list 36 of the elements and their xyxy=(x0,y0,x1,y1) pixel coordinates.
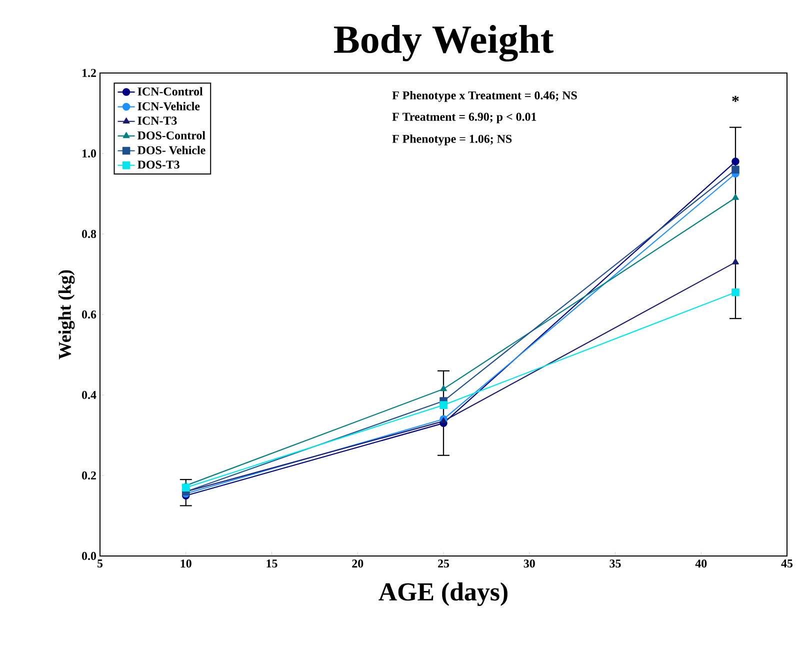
point xyxy=(440,401,448,409)
point xyxy=(732,158,740,166)
point xyxy=(732,166,740,174)
y-tick-label: 0.0 xyxy=(82,552,96,560)
x-tick-label: 20 xyxy=(352,560,364,568)
point xyxy=(182,484,190,492)
annotation: F Phenotype = 1.06; NS xyxy=(392,134,512,146)
x-tick-label: 40 xyxy=(695,560,707,568)
y-tick-label: 0.8 xyxy=(82,230,96,238)
y-tick-label: 0.4 xyxy=(82,390,96,400)
legend-label: DOS-T3 xyxy=(138,160,180,169)
point xyxy=(440,385,447,392)
y-tick-label: 1.0 xyxy=(82,149,96,158)
annotation: F Phenotype x Treatment = 0.46; NS xyxy=(392,91,577,102)
x-tick-label: 45 xyxy=(781,560,793,568)
point xyxy=(732,288,740,296)
annotation: F Treatment = 6.90; p < 0.01 xyxy=(392,112,536,124)
y-axis-title: Weight (kg) xyxy=(58,270,75,360)
x-tick-label: 25 xyxy=(438,560,450,568)
x-tick-label: 30 xyxy=(524,560,535,568)
y-tick-label: 0.6 xyxy=(82,310,96,319)
legend-label: ICN-Vehicle xyxy=(138,102,200,110)
x-axis-title: AGE (days) xyxy=(378,582,508,606)
legend-label: DOS- Vehicle xyxy=(138,146,206,154)
x-tick-label: 15 xyxy=(266,560,278,568)
x-tick-label: 5 xyxy=(97,560,103,568)
point xyxy=(732,194,739,200)
x-tick-label: 35 xyxy=(610,560,621,568)
legend-label: ICN-T3 xyxy=(138,116,177,125)
y-tick-label: 1.2 xyxy=(82,68,96,78)
legend-label: ICN-Control xyxy=(138,87,203,96)
annotation: * xyxy=(732,96,739,102)
x-tick-label: 10 xyxy=(180,560,192,568)
chart-title: Body Weight xyxy=(334,25,554,62)
y-tick-label: 0.2 xyxy=(82,471,96,480)
legend-label: DOS-Control xyxy=(138,131,206,140)
